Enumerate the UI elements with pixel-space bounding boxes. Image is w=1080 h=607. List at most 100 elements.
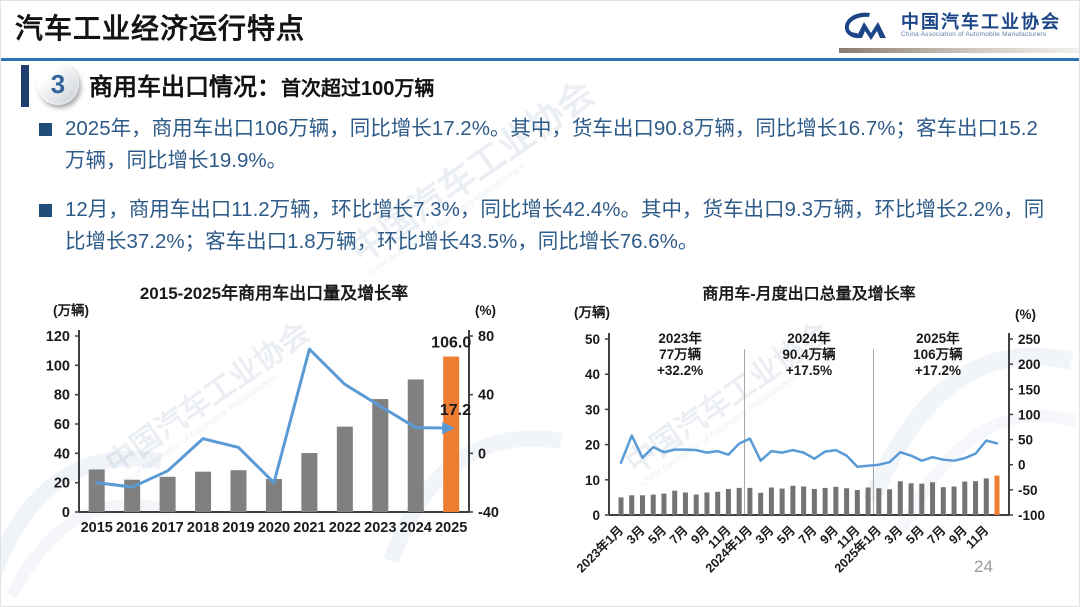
chart-left-x-tick: 2016 (116, 520, 148, 536)
chart-left-right-tick: 40 (478, 388, 494, 404)
chart-left-x-tick: 2025 (435, 520, 467, 536)
chart-left-x-tick: 2017 (151, 520, 183, 536)
chart-right-x-tick: 3月 (882, 523, 906, 547)
chart-right-x-tick: 7月 (796, 523, 820, 547)
chart-right-annotation: 2025年 (916, 330, 960, 346)
chart-right-bar-2 (639, 495, 645, 515)
logo-underline-gradient (839, 48, 1079, 53)
bullet-item-annual: 2025年，商用车出口106万辆，同比增长17.2%。其中，货车出口90.8万辆… (39, 113, 1055, 178)
chart-right-bar-14 (768, 487, 774, 515)
chart-right-annotation: +17.5% (786, 363, 832, 378)
chart-right-right-tick: -50 (1018, 483, 1038, 498)
chart-left-bar-3 (195, 471, 212, 512)
chart-right-right-tick: 0 (1018, 458, 1026, 473)
caam-logo-cn: 中国汽车工业协会 (901, 12, 1061, 33)
chart-right-annotation: 2023年 (658, 330, 702, 346)
section-accent-bar (21, 65, 29, 107)
chart-right-bar-18 (811, 488, 817, 515)
section-title-main: 商用车出口情况： (89, 74, 281, 101)
chart-left-bar-8 (372, 399, 389, 512)
chart-left-bar-2 (159, 476, 176, 512)
section-title-sub: 首次超过100万辆 (281, 78, 435, 100)
chart-right-left-tick: 30 (585, 402, 600, 417)
chart-left-line-end-marker (442, 422, 456, 435)
page-number: 24 (974, 557, 993, 576)
chart-right-title: 商用车-月度出口总量及增长率 (702, 284, 915, 303)
chart-left-x-tick: 2019 (222, 520, 254, 536)
chart-left-right-axis-unit: (%) (475, 303, 496, 318)
chart-left-left-tick: 20 (54, 476, 70, 492)
annual-export-chart: 2015-2025年商用车出口量及增长率 (万辆) (%) 0 20 40 60 80 100 1… (46, 283, 499, 536)
chart-right-bar-11 (736, 487, 742, 515)
chart-left-right-tick: -40 (478, 505, 499, 521)
chart-right-bar-7 (693, 494, 699, 515)
bullet-square-icon (39, 203, 52, 217)
chart-left-left-tick: 100 (46, 358, 70, 374)
chart-right-bar-25 (887, 489, 893, 515)
chart-right-bar-30 (940, 487, 946, 515)
chart-left-bar-9 (407, 379, 424, 512)
chart-left-right-tick: 80 (478, 329, 494, 345)
chart-right-bar-6 (682, 492, 688, 515)
chart-left-bar-10 (443, 356, 460, 512)
chart-right-right-tick: 150 (1018, 382, 1041, 397)
chart-left-x-tick: 2022 (329, 520, 361, 536)
section-number: 3 (50, 68, 66, 99)
chart-left-bar-7 (336, 426, 353, 512)
chart-right-bar-26 (897, 481, 903, 515)
chart-right-left-tick: 0 (592, 508, 600, 523)
chart-left-left-tick: 40 (54, 446, 70, 462)
chart-right-bar-10 (725, 488, 731, 515)
chart-right-annotation: 77万辆 (659, 346, 702, 362)
chart-right-left-tick: 50 (585, 332, 600, 347)
chart-right-annotation: 90.4万辆 (782, 346, 836, 362)
chart-right-annotation: 106万辆 (913, 346, 963, 362)
header-divider (1, 58, 1079, 61)
chart-left-line-value-label: 17.2 (440, 402, 471, 419)
chart-left-left-tick: 80 (54, 388, 70, 404)
chart-right-left-tick: 20 (585, 438, 600, 453)
chart-right-annotation: +32.2% (657, 363, 703, 378)
chart-right-annotation: +17.2% (915, 363, 961, 378)
chart-right-x-tick: 5月 (903, 523, 927, 547)
chart-left-left-axis-unit: (万辆) (53, 302, 89, 318)
chart-right-bar-13 (758, 492, 764, 515)
chart-left-x-tick: 2020 (258, 520, 290, 536)
chart-right-x-tick: 3月 (624, 523, 648, 547)
bullet-item-monthly: 12月，商用车出口11.2万辆，环比增长7.3%，同比增长42.4%。其中，货车… (39, 194, 1055, 259)
chart-right-bar-21 (844, 488, 850, 515)
bullet-square-icon (39, 123, 52, 136)
chart-right-bar-32 (962, 481, 968, 515)
chart-left-bar-6 (301, 453, 318, 512)
caam-logo-en: China Association of Automobile Manufact… (901, 31, 1047, 39)
chart-right-bar-24 (876, 488, 882, 515)
chart-left-left-tick: 120 (46, 329, 70, 345)
chart-right-x-tick: 7月 (667, 523, 691, 547)
chart-left-bar-5 (265, 479, 282, 512)
chart-right-bar-4 (661, 493, 667, 515)
chart-left-title: 2015-2025年商用车出口量及增长率 (140, 283, 408, 303)
bullet-text-monthly: 12月，商用车出口11.2万辆，环比增长7.3%，同比增长42.4%。其中，货车… (65, 197, 1045, 254)
chart-right-right-tick: -100 (1018, 508, 1045, 523)
chart-right-bar-12 (747, 487, 753, 515)
section-number-badge: 3 (37, 63, 79, 105)
chart-right-left-tick: 40 (585, 367, 600, 382)
chart-right-bar-8 (704, 492, 710, 515)
chart-left-x-tick: 2018 (187, 520, 219, 536)
chart-right-bar-34 (983, 478, 989, 515)
chart-right-left-axis-unit: (万辆) (574, 304, 610, 320)
chart-right-bar-28 (919, 483, 925, 515)
chart-right-x-tick: 5月 (774, 523, 798, 547)
chart-left-bar-0 (88, 469, 105, 512)
chart-right-left-tick: 10 (585, 473, 600, 488)
chart-left-bar-4 (230, 470, 247, 512)
chart-left-growth-line (95, 347, 453, 489)
chart-right-bar-35 (994, 475, 1000, 515)
chart-right-bar-9 (715, 491, 721, 515)
bullet-text-annual: 2025年，商用车出口106万辆，同比增长17.2%。其中，货车出口90.8万辆… (65, 117, 1038, 173)
chart-right-bar-29 (930, 482, 936, 515)
page-title: 汽车工业经济运行特点 (15, 13, 306, 44)
chart-right-right-tick: 200 (1018, 357, 1041, 372)
chart-right-right-tick: 250 (1018, 332, 1041, 347)
